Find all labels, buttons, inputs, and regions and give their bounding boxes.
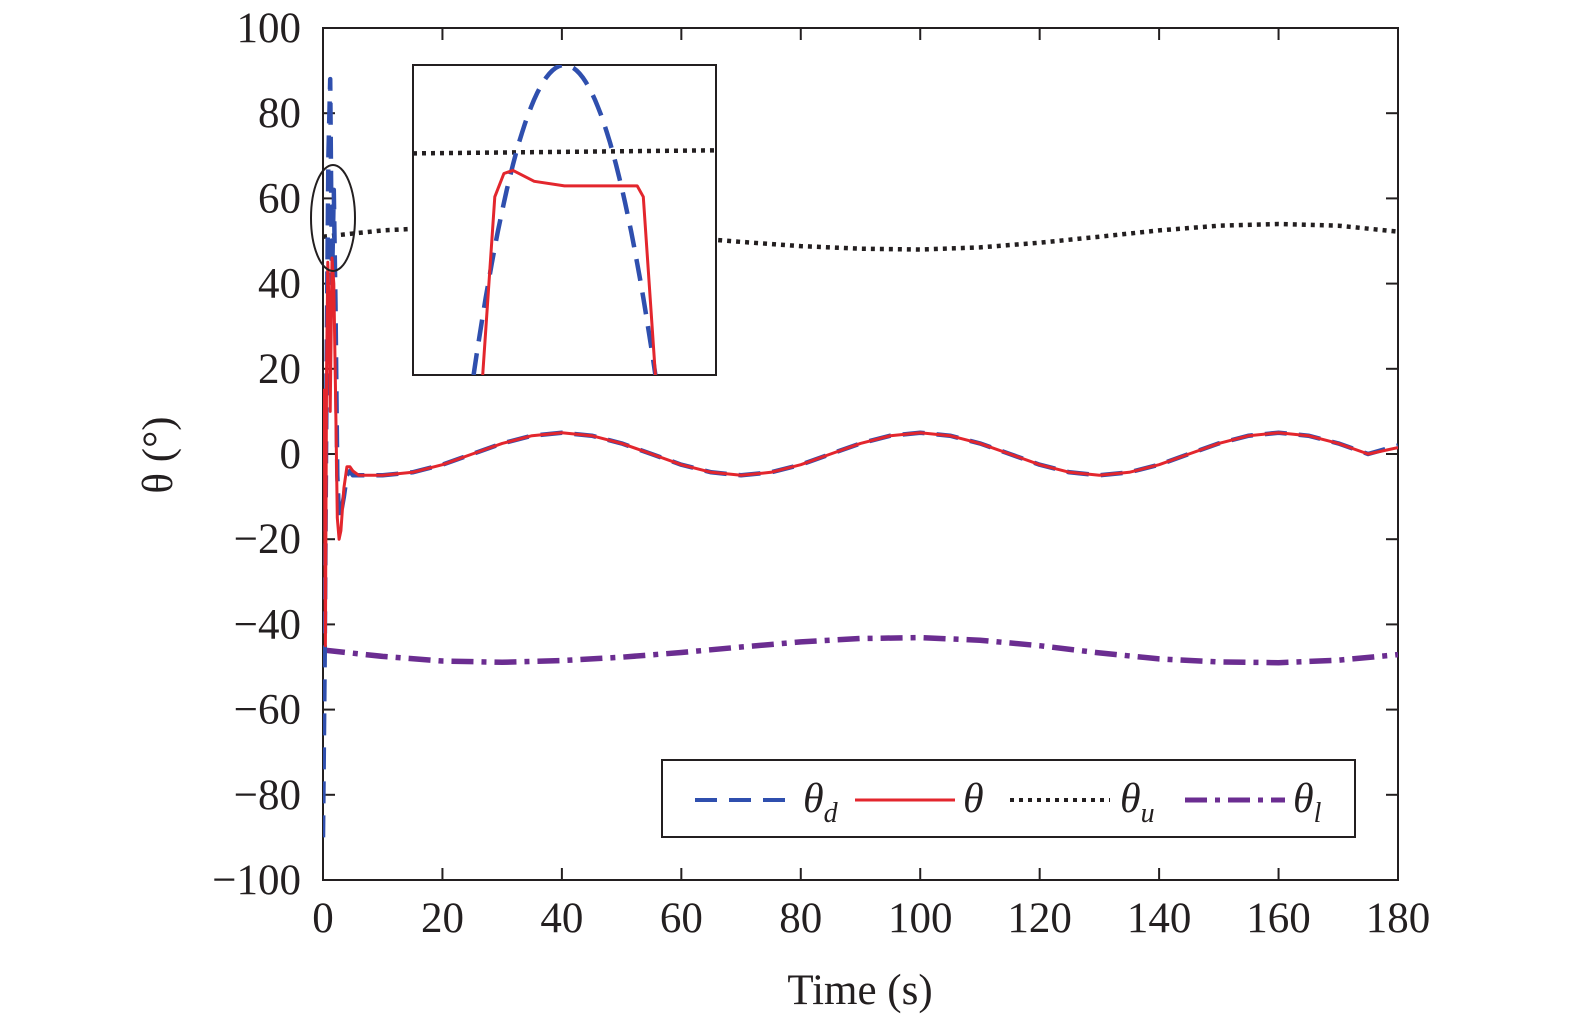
inset-box <box>412 64 717 376</box>
legend-label-theta-l: θl <box>1293 776 1322 829</box>
y-tick-label: 0 <box>280 431 302 478</box>
series-line-theta <box>323 256 1398 648</box>
x-axis-title: Time (s) <box>787 967 932 1014</box>
y-tick-label: 20 <box>258 346 301 393</box>
x-tick-label: 0 <box>312 895 334 942</box>
y-tick-label: −20 <box>234 516 301 563</box>
y-axis-title: θ (°) <box>135 416 182 493</box>
y-tick-label: −100 <box>212 857 301 904</box>
y-tick-label: −80 <box>234 772 301 819</box>
x-tick-label: 80 <box>779 895 822 942</box>
y-tick-label: 100 <box>237 5 302 52</box>
y-tick-label: 40 <box>258 261 301 308</box>
inset-line-theta-u <box>413 148 716 156</box>
y-tick-label: 60 <box>258 175 301 222</box>
y-tick-label: −40 <box>234 601 301 648</box>
x-tick-label: 120 <box>1007 895 1072 942</box>
y-tick-label: −60 <box>234 687 301 734</box>
legend-label-theta: θ <box>963 776 984 822</box>
inset-line-theta <box>481 168 657 375</box>
x-tick-label: 100 <box>888 895 953 942</box>
legend-label-theta-d: θd <box>803 776 839 829</box>
x-tick-label: 140 <box>1127 895 1192 942</box>
inset-line-theta-d <box>471 65 658 375</box>
x-tick-label: 40 <box>540 895 583 942</box>
legend-label-theta-u: θu <box>1120 776 1155 829</box>
y-tick-label: 80 <box>258 90 301 137</box>
x-tick-label: 20 <box>421 895 464 942</box>
x-tick-label: 160 <box>1246 895 1311 942</box>
series-line-theta-l <box>323 634 1398 666</box>
x-tick-label: 60 <box>660 895 703 942</box>
zoom-region-ellipse <box>310 164 356 272</box>
x-tick-label: 180 <box>1366 895 1431 942</box>
legend: θd θ θu θl <box>661 759 1356 838</box>
